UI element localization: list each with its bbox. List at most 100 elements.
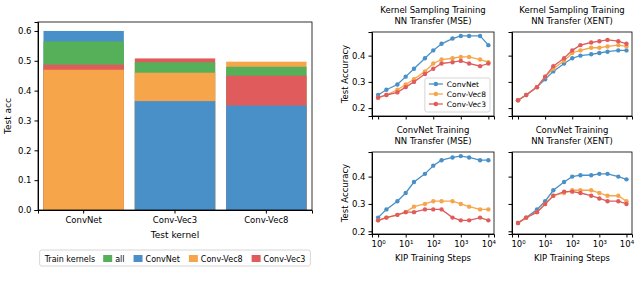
tick-mark [518, 116, 519, 120]
marker [450, 155, 454, 159]
tick-label: Conv-Vec3 [153, 215, 197, 225]
tick-mark [406, 116, 407, 120]
y-axis-title: Test acc [3, 98, 13, 135]
tick-label: 0.3 [18, 116, 32, 126]
marker [562, 189, 566, 193]
tick: 10⁴ [482, 234, 497, 249]
tick-label: 0.1 [18, 175, 32, 185]
tick-mark [509, 56, 513, 57]
tick-mark [35, 180, 39, 181]
marker [403, 74, 407, 78]
tick: Conv-Vec3 [153, 210, 197, 225]
marker [459, 59, 463, 63]
tick-label: 10¹ [399, 239, 413, 249]
marker [543, 74, 547, 78]
tick: 0.4 [352, 172, 372, 182]
marker [384, 207, 388, 211]
marker [524, 93, 528, 97]
tick: 0.5 [18, 56, 38, 66]
legend-label: Conv-Vec3 [447, 100, 486, 109]
marker [395, 82, 399, 86]
marker [516, 98, 520, 102]
tick-mark [572, 116, 573, 120]
series-line [378, 156, 488, 218]
tick-mark [509, 108, 513, 109]
tick-label: 10¹ [539, 239, 553, 249]
marker [524, 93, 528, 97]
marker [605, 172, 609, 176]
plot-marks [376, 154, 491, 223]
marker [516, 98, 520, 102]
marker [439, 57, 443, 61]
tick: 0.4 [352, 51, 372, 61]
tick-mark [369, 177, 373, 178]
plot-marks [516, 172, 629, 226]
marker [570, 48, 574, 52]
marker [570, 56, 574, 60]
tick-mark [83, 210, 84, 214]
tick: 10² [427, 234, 441, 249]
marker [412, 67, 416, 71]
bar [135, 101, 215, 210]
marker [412, 180, 416, 184]
marker [516, 221, 520, 225]
tick-mark [461, 234, 462, 238]
marker [516, 98, 520, 102]
axis: 10⁰10¹10²10³10⁴ [511, 234, 634, 249]
marker [467, 34, 471, 38]
bar [43, 31, 123, 210]
marker [589, 188, 593, 192]
tick-label: 10² [427, 239, 441, 249]
legend-swatch [252, 255, 261, 262]
tick: 0.3 [352, 77, 372, 87]
tick-mark [626, 116, 627, 120]
legend-marker [434, 82, 438, 86]
marker [486, 158, 490, 162]
bar [43, 65, 123, 210]
marker [467, 218, 471, 222]
marker [597, 46, 601, 50]
tick-mark [433, 116, 434, 120]
axis [513, 116, 633, 120]
marker [535, 85, 539, 89]
tick-mark [545, 234, 546, 238]
tick [626, 116, 627, 120]
bar [226, 62, 306, 210]
legend-marker [434, 92, 438, 96]
marker [395, 213, 399, 217]
marker [431, 67, 435, 71]
tick-mark [378, 116, 379, 120]
axis: 0.00.10.20.30.40.50.6 [18, 23, 39, 216]
axis-line [513, 117, 633, 120]
marker [459, 154, 463, 158]
marker [486, 61, 490, 65]
legend-swatch [189, 255, 198, 262]
marker [551, 194, 555, 198]
marker [423, 56, 427, 60]
tick-mark [369, 82, 373, 83]
bar [226, 106, 306, 210]
tick-label: 0.2 [352, 226, 366, 236]
tick [433, 116, 434, 120]
marker [616, 174, 620, 178]
title: Kernel Sampling TrainingNN Transfer (MSE… [380, 5, 485, 26]
tick-label: 0.4 [18, 86, 32, 96]
legend-label: ConvNet [146, 255, 180, 264]
axis: 0.20.30.4 [352, 153, 373, 237]
tick: ConvNet [65, 210, 102, 225]
tick-mark [35, 210, 39, 211]
marker [551, 194, 555, 198]
marker [570, 174, 574, 178]
tick-label: 10⁰ [511, 239, 526, 249]
tick: 10¹ [539, 234, 553, 249]
marker [450, 56, 454, 60]
figure: ConvNetConv-Vec3Conv-Vec80.00.10.20.30.4… [0, 0, 640, 283]
tick-mark [35, 150, 39, 151]
frame [38, 22, 312, 210]
marker [376, 95, 380, 99]
legend: ConvNetConv-Vec8Conv-Vec3 [425, 78, 490, 112]
marker [403, 210, 407, 214]
tick-mark [35, 61, 39, 62]
axis-line [39, 211, 313, 214]
marker [597, 51, 601, 55]
